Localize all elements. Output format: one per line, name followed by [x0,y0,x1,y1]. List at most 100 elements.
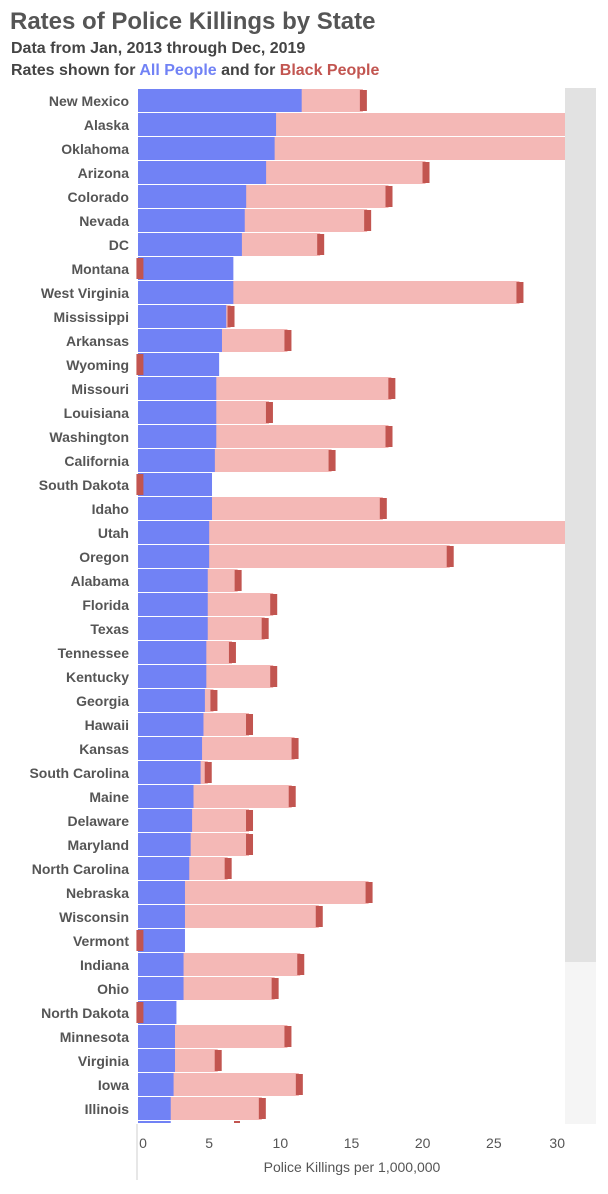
bar-all-people-colorado[interactable] [138,185,247,208]
marker-black-people-delaware[interactable] [246,810,254,831]
bar-all-people-washington[interactable] [138,425,217,448]
bar-all-people-missouri[interactable] [138,377,217,400]
marker-black-people-maryland[interactable] [246,834,254,855]
x-axis-title: Police Killings per 1,000,000 [264,1159,441,1175]
marker-black-people-arkansas[interactable] [284,330,292,351]
scrollbar-thumb[interactable] [565,88,596,962]
marker-black-people-arizona[interactable] [422,162,430,183]
bar-all-people-ohio[interactable] [138,977,184,1000]
marker-black-people-missouri[interactable] [388,378,396,399]
bar-black-people-iowa[interactable] [138,1073,299,1096]
marker-black-people-north-carolina[interactable] [224,858,232,879]
marker-black-people-california[interactable] [328,450,336,471]
bar-all-people-wyoming[interactable] [138,353,220,376]
bar-all-people-virginia[interactable] [138,1049,176,1072]
bar-all-people-nevada[interactable] [138,209,245,232]
bar-black-people-nebraska[interactable] [138,881,369,904]
marker-black-people-tennessee[interactable] [228,642,236,663]
marker-black-people-idaho[interactable] [379,498,387,519]
bar-black-people-utah[interactable] [138,521,565,544]
marker-black-people-kentucky[interactable] [270,666,278,687]
marker-black-people-louisiana[interactable] [265,402,273,423]
marker-black-people-indiana[interactable] [297,954,305,975]
marker-black-people-virginia[interactable] [214,1050,222,1071]
bar-all-people-kentucky[interactable] [138,665,207,688]
bar-black-people-oregon[interactable] [138,545,450,568]
bar-all-people-iowa[interactable] [138,1073,174,1096]
marker-black-people-nebraska[interactable] [365,882,373,903]
bar-all-people-indiana[interactable] [138,953,184,976]
marker-black-people-maine[interactable] [288,786,296,807]
marker-black-people-florida[interactable] [270,594,278,615]
bar-all-people-maryland[interactable] [138,833,191,856]
marker-black-people-mississippi[interactable] [227,306,235,327]
bar-all-people-oklahoma[interactable] [138,137,275,160]
marker-black-people-alabama[interactable] [234,570,242,591]
bar-all-people-alaska[interactable] [138,113,277,136]
bar-all-people-west-virginia[interactable] [138,281,234,304]
state-label-arkansas: Arkansas [66,333,129,349]
state-label-virginia: Virginia [78,1053,129,1069]
bar-all-people-south-carolina[interactable] [138,761,201,784]
marker-black-people-wyoming[interactable] [136,354,144,375]
x-tick-label-10: 10 [273,1135,289,1151]
marker-black-people-wisconsin[interactable] [315,906,323,927]
bar-all-people-north-dakota[interactable] [138,1001,177,1024]
bar-all-people-california[interactable] [138,449,215,472]
state-label-arizona: Arizona [78,165,130,181]
bar-black-people-minnesota[interactable] [138,1025,288,1048]
bar-all-people-new-mexico[interactable] [138,89,302,112]
bar-all-people-maine[interactable] [138,785,194,808]
marker-black-people-ohio[interactable] [271,978,279,999]
marker-black-people-vermont[interactable] [136,930,144,951]
bar-all-people-idaho[interactable] [138,497,213,520]
bar-all-people-hawaii[interactable] [138,713,204,736]
marker-black-people-georgia[interactable] [210,690,218,711]
marker-black-people-colorado[interactable] [385,186,393,207]
bar-all-people-kansas[interactable] [138,737,203,760]
bar-all-people-montana[interactable] [138,257,234,280]
state-label-iowa: Iowa [98,1077,129,1093]
marker-black-people-south-dakota[interactable] [136,474,144,495]
marker-black-people-oregon[interactable] [446,546,454,567]
bar-all-people-oregon[interactable] [138,545,210,568]
state-label-new-mexico: New Mexico [49,93,129,109]
bar-all-people-delaware[interactable] [138,809,193,832]
marker-black-people-north-dakota[interactable] [136,1002,144,1023]
bar-all-people-minnesota[interactable] [138,1025,176,1048]
marker-black-people-illinois[interactable] [258,1098,266,1119]
marker-black-people-minnesota[interactable] [284,1026,292,1047]
bar-all-people-north-carolina[interactable] [138,857,190,880]
legend-black-people[interactable]: Black People [279,62,380,79]
bar-all-people-nebraska[interactable] [138,881,185,904]
bar-all-people-vermont[interactable] [138,929,185,952]
marker-black-people-hawaii[interactable] [246,714,254,735]
marker-black-people-iowa[interactable] [295,1074,303,1095]
bar-all-people-mississippi[interactable] [138,305,227,328]
bar-all-people-alabama[interactable] [138,569,208,592]
state-label-oklahoma: Oklahoma [61,141,129,157]
bar-all-people-tennessee[interactable] [138,641,207,664]
marker-black-people-dc[interactable] [317,234,325,255]
marker-black-people-washington[interactable] [385,426,393,447]
marker-black-people-nevada[interactable] [364,210,372,231]
bar-all-people-wisconsin[interactable] [138,905,185,928]
bar-all-people-georgia[interactable] [138,689,205,712]
bar-all-people-florida[interactable] [138,593,208,616]
marker-black-people-new-mexico[interactable] [359,90,367,111]
bar-all-people-arizona[interactable] [138,161,267,184]
marker-black-people-west-virginia[interactable] [516,282,524,303]
marker-black-people-montana[interactable] [136,258,144,279]
marker-black-people-south-carolina[interactable] [204,762,212,783]
marker-black-people-kansas[interactable] [291,738,299,759]
legend-all-people[interactable]: All People [139,62,217,79]
bar-all-people-arkansas[interactable] [138,329,222,352]
bar-all-people-dc[interactable] [138,233,242,256]
bar-all-people-louisiana[interactable] [138,401,217,424]
bar-all-people-utah[interactable] [138,521,210,544]
marker-black-people-texas[interactable] [261,618,269,639]
bar-all-people-south-dakota[interactable] [138,473,213,496]
bar-all-people-illinois[interactable] [138,1097,171,1120]
bar-all-people-texas[interactable] [138,617,208,640]
